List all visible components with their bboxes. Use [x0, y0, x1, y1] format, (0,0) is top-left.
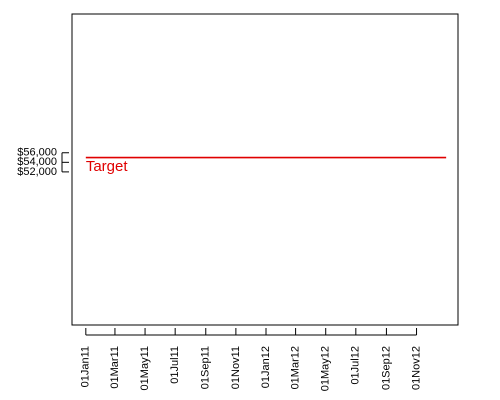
x-tick-label: 01Jan11: [80, 346, 92, 387]
y-axis: $52,000$54,000$56,000: [17, 147, 69, 178]
x-tick-label: 01Sep11: [200, 346, 212, 389]
x-tick-label: 01Nov12: [410, 346, 422, 390]
x-tick-label: 01Sep12: [380, 346, 392, 390]
x-tick-label: 01Jan12: [260, 346, 272, 388]
x-tick-label: 01May12: [320, 346, 332, 391]
y-tick-label: $52,000: [17, 166, 57, 178]
x-axis: 01Jan11 01Mar11 01May11 01Jul11 01Sep11 01Nov…: [80, 328, 422, 391]
x-tick-label: 01Mar11: [109, 346, 121, 389]
annotation-layer: Target: [86, 158, 129, 175]
plot-frame: [71, 13, 459, 326]
x-tick-label: 01Jul12: [350, 346, 362, 385]
x-tick-label: 01Nov11: [230, 346, 242, 389]
x-tick-label: 01Jul11: [169, 346, 181, 384]
target-annotation: Target: [86, 158, 129, 175]
y-tick-label: $54,000: [17, 156, 57, 168]
x-tick-label: 01Mar12: [290, 346, 302, 389]
y-tick-label: $56,000: [17, 147, 57, 159]
x-tick-label: 01May11: [139, 346, 151, 390]
